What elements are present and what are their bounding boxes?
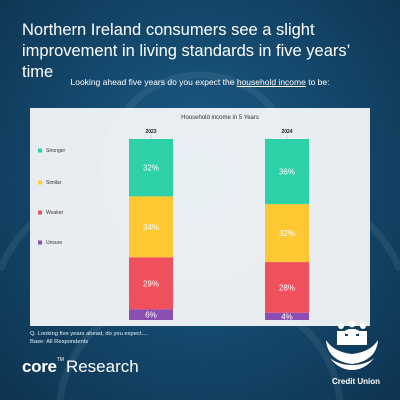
chart-panel [30, 108, 370, 326]
legend-label-stronger: Stronger [46, 148, 66, 154]
data-label-similar-2023: 34% [143, 223, 159, 232]
question-suffix: to be: [305, 77, 330, 87]
data-label-stronger-2023: 32% [143, 164, 159, 173]
question-highlight: household income [236, 77, 306, 87]
core-research-logo: coreTM Research [22, 357, 139, 377]
data-label-weaker-2024: 28% [279, 283, 295, 292]
footnote: Q. Looking five years ahead, do you expe… [30, 330, 148, 346]
bar-unsure-2023 [129, 309, 173, 320]
legend-label-unsure: Unsure [46, 240, 62, 246]
legend-label-similar: Similar [46, 180, 62, 186]
data-label-similar-2024: 32% [279, 229, 295, 238]
legend-swatch-unsure [38, 240, 42, 245]
brand-core: core [22, 357, 57, 376]
footnote-base: Base: All Respondents [30, 339, 89, 345]
data-label-unsure-2023: 6% [145, 311, 157, 320]
bar-weaker-2023 [129, 257, 173, 310]
question-prefix: Looking ahead five years do you expect t… [70, 77, 237, 87]
credit-union-label: Credit Union [332, 377, 380, 386]
bar-stronger-2023 [129, 139, 173, 197]
data-label-weaker-2023: 29% [143, 279, 159, 288]
brand-research: Research [65, 357, 139, 376]
legend-swatch-similar [38, 180, 42, 185]
bar-similar-2024 [265, 204, 309, 263]
category-label-2024: 2024 [281, 129, 292, 135]
chart-question: Looking ahead five years do you expect t… [0, 77, 400, 88]
legend-swatch-weaker [38, 210, 42, 215]
legend-swatch-stronger [38, 148, 42, 153]
chart-title: Household income in 5 Years [181, 115, 259, 121]
bar-stronger-2024 [265, 139, 309, 205]
bar-unsure-2024 [265, 312, 309, 320]
footnote-question: Q. Looking five years ahead, do you expe… [30, 331, 148, 337]
data-label-stronger-2024: 36% [279, 168, 295, 177]
bar-weaker-2024 [265, 262, 309, 313]
bar-similar-2023 [129, 196, 173, 258]
category-label-2023: 2023 [145, 129, 156, 135]
page-title: Northern Ireland consumers see a slight … [22, 21, 350, 81]
legend-label-weaker: Weaker [46, 210, 63, 216]
credit-union-emblem-icon [326, 320, 378, 370]
brand-tm: TM [56, 357, 64, 363]
data-label-unsure-2024: 4% [281, 312, 293, 321]
